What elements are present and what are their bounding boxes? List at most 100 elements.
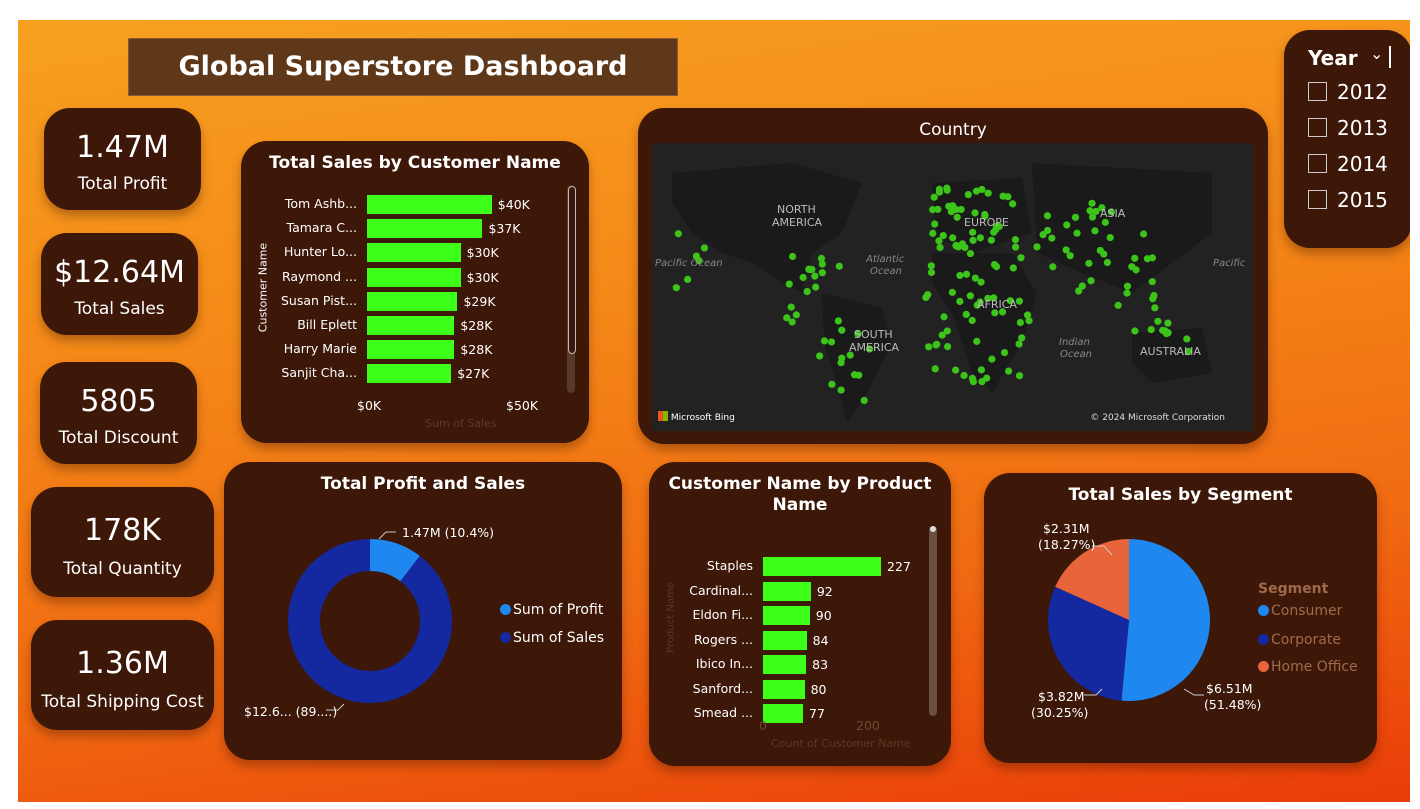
country-marker[interactable] (973, 301, 981, 309)
country-marker[interactable] (1139, 230, 1148, 238)
checkbox-icon[interactable] (1308, 190, 1327, 209)
bar[interactable] (367, 316, 455, 335)
country-marker[interactable] (1088, 213, 1097, 221)
year-option-2014[interactable]: 2014 (1308, 152, 1388, 176)
country-marker[interactable] (976, 234, 984, 242)
country-marker[interactable] (964, 190, 972, 199)
country-marker[interactable] (1123, 282, 1132, 290)
country-marker[interactable] (1103, 258, 1111, 267)
bar[interactable] (763, 630, 807, 650)
legend-profit[interactable]: Sum of Profit (500, 602, 603, 618)
bar[interactable] (367, 219, 483, 239)
country-marker[interactable] (1033, 243, 1041, 251)
country-marker[interactable] (969, 236, 977, 244)
country-marker[interactable] (816, 352, 824, 360)
country-marker[interactable] (834, 317, 842, 325)
scrollbar[interactable] (929, 526, 937, 716)
country-marker[interactable] (820, 337, 829, 345)
country-marker[interactable] (962, 310, 970, 318)
country-marker[interactable] (949, 234, 957, 242)
country-marker[interactable] (803, 287, 811, 296)
country-marker[interactable] (827, 338, 836, 346)
country-marker[interactable] (692, 252, 700, 260)
country-marker[interactable] (1073, 229, 1081, 237)
country-marker[interactable] (1016, 318, 1024, 327)
country-marker[interactable] (817, 254, 826, 262)
country-marker[interactable] (983, 374, 991, 382)
profit-sales-card[interactable]: Total Profit and Sales 1.47M (10.4%) $12… (224, 462, 622, 760)
country-marker[interactable] (788, 252, 797, 261)
country-marker[interactable] (811, 272, 819, 280)
country-marker[interactable] (792, 311, 800, 319)
country-marker[interactable] (929, 205, 937, 214)
bar[interactable] (763, 704, 804, 723)
country-marker[interactable] (838, 326, 846, 334)
country-marker[interactable] (799, 273, 807, 282)
country-marker[interactable] (1149, 295, 1157, 303)
kpi-total-profit[interactable]: 1.47M Total Profit (44, 108, 201, 210)
country-marker[interactable] (1011, 236, 1020, 244)
country-marker[interactable] (1087, 277, 1095, 285)
country-marker[interactable] (1096, 246, 1104, 255)
country-marker[interactable] (838, 354, 846, 362)
country-marker[interactable] (1101, 218, 1109, 226)
country-marker[interactable] (1018, 334, 1026, 342)
country-marker[interactable] (966, 249, 975, 258)
country-marker[interactable] (1015, 372, 1024, 380)
kpi-total-sales[interactable]: $12.64M Total Sales (41, 233, 198, 335)
country-marker[interactable] (1091, 227, 1099, 235)
bar[interactable] (367, 243, 461, 263)
kpi-total-shipping[interactable]: 1.36M Total Shipping Cost (31, 620, 214, 730)
country-marker[interactable] (1086, 207, 1094, 215)
country-marker[interactable] (785, 280, 793, 288)
year-option-2013[interactable]: 2013 (1308, 116, 1388, 140)
country-marker[interactable] (837, 386, 845, 394)
country-marker[interactable] (969, 378, 977, 386)
country-marker[interactable] (977, 278, 985, 286)
country-marker[interactable] (968, 316, 976, 325)
kpi-total-quantity[interactable]: 178K Total Quantity (31, 487, 214, 597)
country-marker[interactable] (1114, 301, 1122, 309)
slice-home-office[interactable] (1055, 539, 1129, 620)
bar[interactable] (367, 364, 452, 384)
country-marker[interactable] (930, 193, 938, 201)
country-marker[interactable] (1132, 266, 1140, 274)
country-marker[interactable] (961, 243, 969, 252)
country-marker[interactable] (984, 294, 992, 302)
country-marker[interactable] (1131, 327, 1139, 335)
country-marker[interactable] (951, 366, 960, 374)
bar[interactable] (763, 557, 882, 576)
country-marker[interactable] (1066, 252, 1074, 260)
country-marker[interactable] (934, 205, 942, 213)
country-marker[interactable] (1015, 297, 1024, 305)
country-marker[interactable] (1043, 226, 1052, 235)
legend-home-office[interactable]: Home Office (1258, 659, 1358, 675)
country-marker[interactable] (992, 222, 1001, 230)
country-marker[interactable] (818, 260, 826, 268)
country-marker[interactable] (672, 284, 680, 292)
bar[interactable] (367, 267, 461, 287)
country-marker[interactable] (788, 318, 796, 326)
product-chart-card[interactable]: Customer Name by Product Name Product Na… (649, 462, 951, 766)
bar[interactable] (763, 581, 811, 601)
year-option-2015[interactable]: 2015 (1308, 188, 1388, 212)
legend-corporate[interactable]: Corporate (1258, 632, 1341, 648)
country-marker[interactable] (956, 297, 964, 305)
country-marker[interactable] (991, 309, 999, 317)
legend-consumer[interactable]: Consumer (1258, 603, 1342, 619)
country-marker[interactable] (1078, 282, 1086, 290)
country-marker[interactable] (1062, 246, 1070, 254)
country-marker[interactable] (992, 263, 1001, 271)
country-marker[interactable] (1092, 207, 1100, 215)
scrollbar-thumb[interactable] (568, 186, 576, 354)
country-marker[interactable] (988, 355, 996, 363)
slice-sum-of-sales[interactable] (288, 539, 452, 703)
scrollbar-thumb[interactable] (930, 526, 936, 532)
country-marker[interactable] (828, 380, 836, 388)
country-marker[interactable] (1049, 263, 1057, 271)
slice-corporate[interactable] (1048, 586, 1129, 701)
country-marker[interactable] (957, 205, 965, 214)
country-marker[interactable] (674, 230, 682, 238)
country-marker[interactable] (1009, 264, 1017, 272)
country-marker[interactable] (956, 271, 964, 280)
